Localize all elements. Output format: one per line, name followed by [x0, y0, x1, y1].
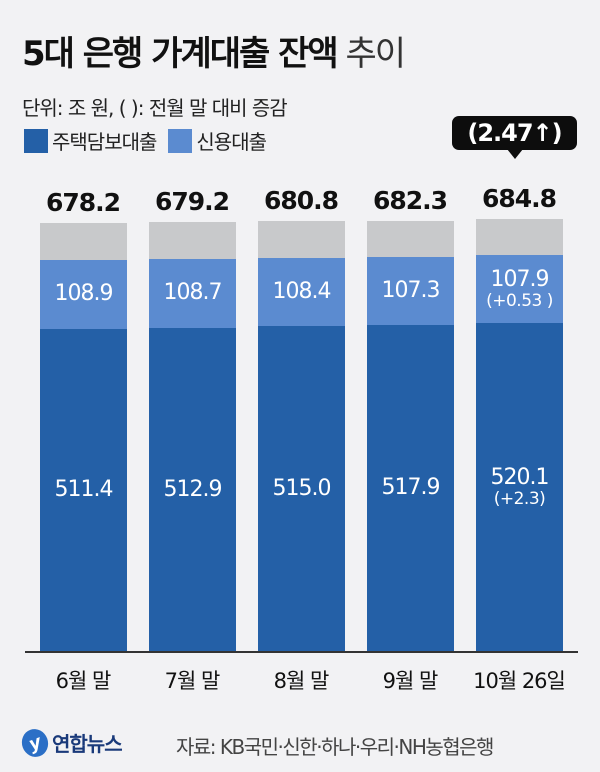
mortgage-value: 517.9 [381, 475, 441, 501]
title-bold: 5대 은행 가계대출 잔액 [22, 34, 339, 74]
mortgage-value: 520.1 [490, 465, 550, 491]
segment-credit: 107.9 (+0.53 ) [476, 255, 563, 323]
legend-item-credit: 신용대출 [168, 126, 267, 155]
x-label: 8월 말 [273, 669, 330, 693]
credit-value: 108.9 [54, 281, 114, 307]
segment-mortgage: 520.1 (+2.3) [476, 323, 563, 652]
legend: 주택담보대출 신용대출 [24, 126, 278, 155]
credit-change: (+0.53 ) [486, 290, 553, 311]
segment-other [367, 221, 454, 257]
bar-aug: 108.4 515.0 [258, 221, 345, 652]
title-light: 추이 [336, 34, 406, 74]
bar-oct26: 107.9 (+0.53 ) 520.1 (+2.3) [476, 219, 563, 652]
mortgage-value: 515.0 [272, 475, 332, 501]
credit-value: 108.7 [163, 280, 223, 306]
bar-jul: 108.7 512.9 [149, 222, 236, 652]
segment-mortgage: 511.4 [40, 329, 127, 652]
x-axis-line [25, 651, 578, 653]
segment-other [149, 222, 236, 259]
bar-total: 678.2 [45, 188, 121, 217]
bar-total: 682.3 [372, 186, 448, 215]
credit-value: 107.9 [490, 266, 550, 292]
mortgage-value: 511.4 [54, 477, 114, 503]
bar-total: 679.2 [154, 187, 230, 216]
bar-total: 684.8 [481, 184, 557, 213]
x-label: 10월 26일 [473, 669, 566, 693]
bar-sep: 107.3 517.9 [367, 221, 454, 652]
segment-other [476, 219, 563, 255]
legend-item-mortgage: 주택담보대출 [24, 126, 157, 155]
yonhap-logo-text: 연합뉴스 [52, 732, 123, 756]
chart-title: 5대 은행 가계대출 잔액 추이 [22, 26, 406, 75]
yonhap-logo-icon: y [17, 724, 53, 761]
yonhap-logo: y 연합뉴스 [17, 724, 123, 761]
segment-mortgage: 515.0 [258, 326, 345, 652]
legend-label-mortgage: 주택담보대출 [52, 130, 157, 154]
source-note: 자료: KB국민·신한·하나·우리·NH농협은행 [176, 735, 494, 759]
change-callout: (2.47↑) [452, 116, 577, 159]
credit-value: 107.3 [381, 277, 441, 303]
legend-swatch-credit [168, 128, 193, 153]
unit-note: 단위: 조 원, ( ): 전월 말 대비 증감 [22, 96, 288, 120]
bar-total: 680.8 [263, 186, 339, 215]
x-label: 9월 말 [382, 669, 439, 693]
segment-credit: 108.7 [149, 259, 236, 328]
segment-credit: 108.9 [40, 260, 127, 329]
segment-other [258, 221, 345, 258]
segment-credit: 107.3 [367, 257, 454, 325]
x-label: 7월 말 [164, 669, 221, 693]
segment-mortgage: 517.9 [367, 325, 454, 652]
legend-label-credit: 신용대출 [196, 130, 267, 154]
segment-other [40, 223, 127, 260]
segment-mortgage: 512.9 [149, 328, 236, 652]
mortgage-change: (+2.3) [493, 489, 546, 510]
credit-value: 108.4 [272, 278, 332, 304]
x-label: 6월 말 [55, 669, 112, 693]
bar-jun: 108.9 511.4 [40, 223, 127, 652]
segment-credit: 108.4 [258, 258, 345, 326]
legend-swatch-mortgage [24, 128, 48, 153]
mortgage-value: 512.9 [163, 476, 223, 502]
